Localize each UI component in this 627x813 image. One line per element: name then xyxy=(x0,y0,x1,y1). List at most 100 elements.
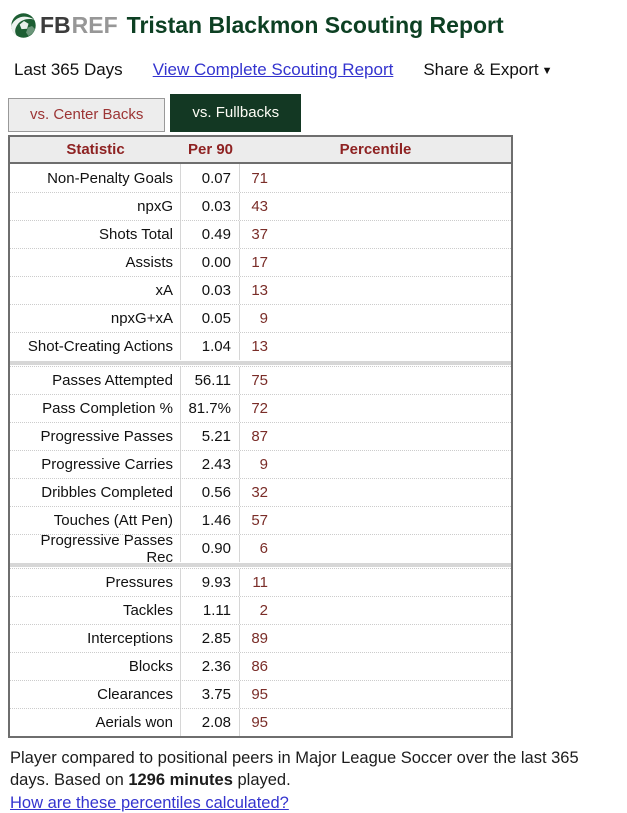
table-row: Passes Attempted 56.11 75 xyxy=(10,366,511,394)
percentile-cell: 89 xyxy=(240,629,511,648)
share-export-menu[interactable]: Share & Export ▼ xyxy=(423,60,552,80)
percentile-value: 32 xyxy=(251,484,268,501)
table-row: Progressive Passes 5.21 87 xyxy=(10,422,511,450)
percentile-bar-track xyxy=(274,629,508,648)
statistic-label: Interceptions xyxy=(10,625,181,652)
statistic-label: Progressive Carries xyxy=(10,451,181,478)
percentile-cell: 86 xyxy=(240,657,511,676)
percentile-cell: 6 xyxy=(240,539,511,558)
percentile-value: 9 xyxy=(259,456,268,473)
per90-value: 9.93 xyxy=(181,569,240,596)
percentile-cell: 43 xyxy=(240,197,511,216)
table-section: Passes Attempted 56.11 75 Pass Completio… xyxy=(10,366,511,566)
statistic-label: Touches (Att Pen) xyxy=(10,507,181,534)
per90-value: 2.36 xyxy=(181,653,240,680)
statistic-label: Shots Total xyxy=(10,221,181,248)
percentile-cell: 37 xyxy=(240,225,511,244)
table-row: Aerials won 2.08 95 xyxy=(10,708,511,736)
statistic-label: Assists xyxy=(10,249,181,276)
statistic-label: Non-Penalty Goals xyxy=(10,164,181,192)
percentile-bar-track xyxy=(274,169,508,188)
comparison-footnote: Player compared to positional peers in M… xyxy=(10,748,614,792)
table-row: Shots Total 0.49 37 xyxy=(10,220,511,248)
percentile-cell: 57 xyxy=(240,511,511,530)
percentile-value: 89 xyxy=(251,630,268,647)
statistic-label: Blocks xyxy=(10,653,181,680)
table-row: Pass Completion % 81.7% 72 xyxy=(10,394,511,422)
percentile-cell: 95 xyxy=(240,685,511,704)
caret-down-icon: ▼ xyxy=(541,65,553,77)
percentile-cell: 9 xyxy=(240,455,511,474)
per90-value: 0.56 xyxy=(181,479,240,506)
percentile-value: 9 xyxy=(259,310,268,327)
tab-vs-center-backs[interactable]: vs. Center Backs xyxy=(8,98,166,132)
table-row: npxG+xA 0.05 9 xyxy=(10,304,511,332)
per90-value: 1.04 xyxy=(181,333,240,360)
table-row: Progressive Passes Rec 0.90 6 xyxy=(10,532,511,566)
percentile-value: 43 xyxy=(251,198,268,215)
percentile-cell: 95 xyxy=(240,713,511,732)
column-header-statistic: Statistic xyxy=(66,141,125,158)
percentile-value: 17 xyxy=(251,254,268,271)
statistic-label: Passes Attempted xyxy=(10,367,181,394)
logo-text-fb: FB xyxy=(40,12,71,38)
percentile-bar-track xyxy=(274,573,508,592)
percentile-value: 13 xyxy=(251,282,268,299)
percentile-cell: 71 xyxy=(240,169,511,188)
percentiles-help-link[interactable]: How are these percentiles calculated? xyxy=(10,793,289,812)
per90-value: 2.85 xyxy=(181,625,240,652)
percentile-bar-track xyxy=(274,511,508,530)
per90-value: 0.03 xyxy=(181,193,240,220)
percentile-value: 95 xyxy=(251,686,268,703)
table-row: Shot-Creating Actions 1.04 13 xyxy=(10,332,511,360)
percentile-value: 87 xyxy=(251,428,268,445)
percentile-bar-track xyxy=(274,601,508,620)
footnote-text: Player compared to positional peers in M… xyxy=(10,749,579,789)
table-row: npxG 0.03 43 xyxy=(10,192,511,220)
share-export-label: Share & Export xyxy=(423,60,539,79)
scouting-stats-table: Statistic Per 90 Percentile Non-Penalty … xyxy=(8,135,513,738)
percentile-bar-track xyxy=(274,337,508,356)
per90-value: 3.75 xyxy=(181,681,240,708)
column-header-percentile: Percentile xyxy=(339,141,412,158)
percentile-cell: 72 xyxy=(240,399,511,418)
per90-value: 0.03 xyxy=(181,277,240,304)
percentile-bar-track xyxy=(274,657,508,676)
per90-value: 0.07 xyxy=(181,164,240,192)
table-section: Non-Penalty Goals 0.07 71 npxG 0.03 43 S… xyxy=(10,164,511,360)
percentile-value: 57 xyxy=(251,512,268,529)
statistic-label: xA xyxy=(10,277,181,304)
column-header-per90: Per 90 xyxy=(187,141,234,158)
percentile-bar-track xyxy=(274,539,508,558)
percentile-cell: 13 xyxy=(240,337,511,356)
percentile-bar-track xyxy=(274,713,508,732)
statistic-label: Dribbles Completed xyxy=(10,479,181,506)
section-divider xyxy=(10,360,511,366)
per90-value: 0.90 xyxy=(181,535,240,562)
percentile-value: 75 xyxy=(251,372,268,389)
percentile-bar-track xyxy=(274,483,508,502)
per90-value: 56.11 xyxy=(181,367,240,394)
tab-vs-fullbacks[interactable]: vs. Fullbacks xyxy=(170,94,302,132)
view-complete-report-link[interactable]: View Complete Scouting Report xyxy=(152,60,394,79)
table-row: Progressive Carries 2.43 9 xyxy=(10,450,511,478)
position-tabs: vs. Center Backs vs. Fullbacks xyxy=(8,94,619,132)
percentile-bar-track xyxy=(274,225,508,244)
percentile-value: 13 xyxy=(251,338,268,355)
percentile-cell: 13 xyxy=(240,281,511,300)
percentile-bar-track xyxy=(274,197,508,216)
fbref-logo[interactable]: FB REF xyxy=(10,12,118,39)
percentile-bar-track xyxy=(274,309,508,328)
statistic-label: Aerials won xyxy=(10,709,181,736)
statistic-label: Progressive Passes Rec xyxy=(10,532,181,566)
per90-value: 2.43 xyxy=(181,451,240,478)
percentile-value: 71 xyxy=(251,169,268,187)
minutes-played: 1296 minutes xyxy=(128,770,233,789)
per90-value: 5.21 xyxy=(181,423,240,450)
percentile-bar-track xyxy=(274,253,508,272)
percentile-value: 37 xyxy=(251,226,268,243)
table-header-row: Statistic Per 90 Percentile xyxy=(10,137,511,164)
statistic-label: Shot-Creating Actions xyxy=(10,333,181,360)
percentile-cell: 75 xyxy=(240,371,511,390)
statistic-label: Pass Completion % xyxy=(10,395,181,422)
